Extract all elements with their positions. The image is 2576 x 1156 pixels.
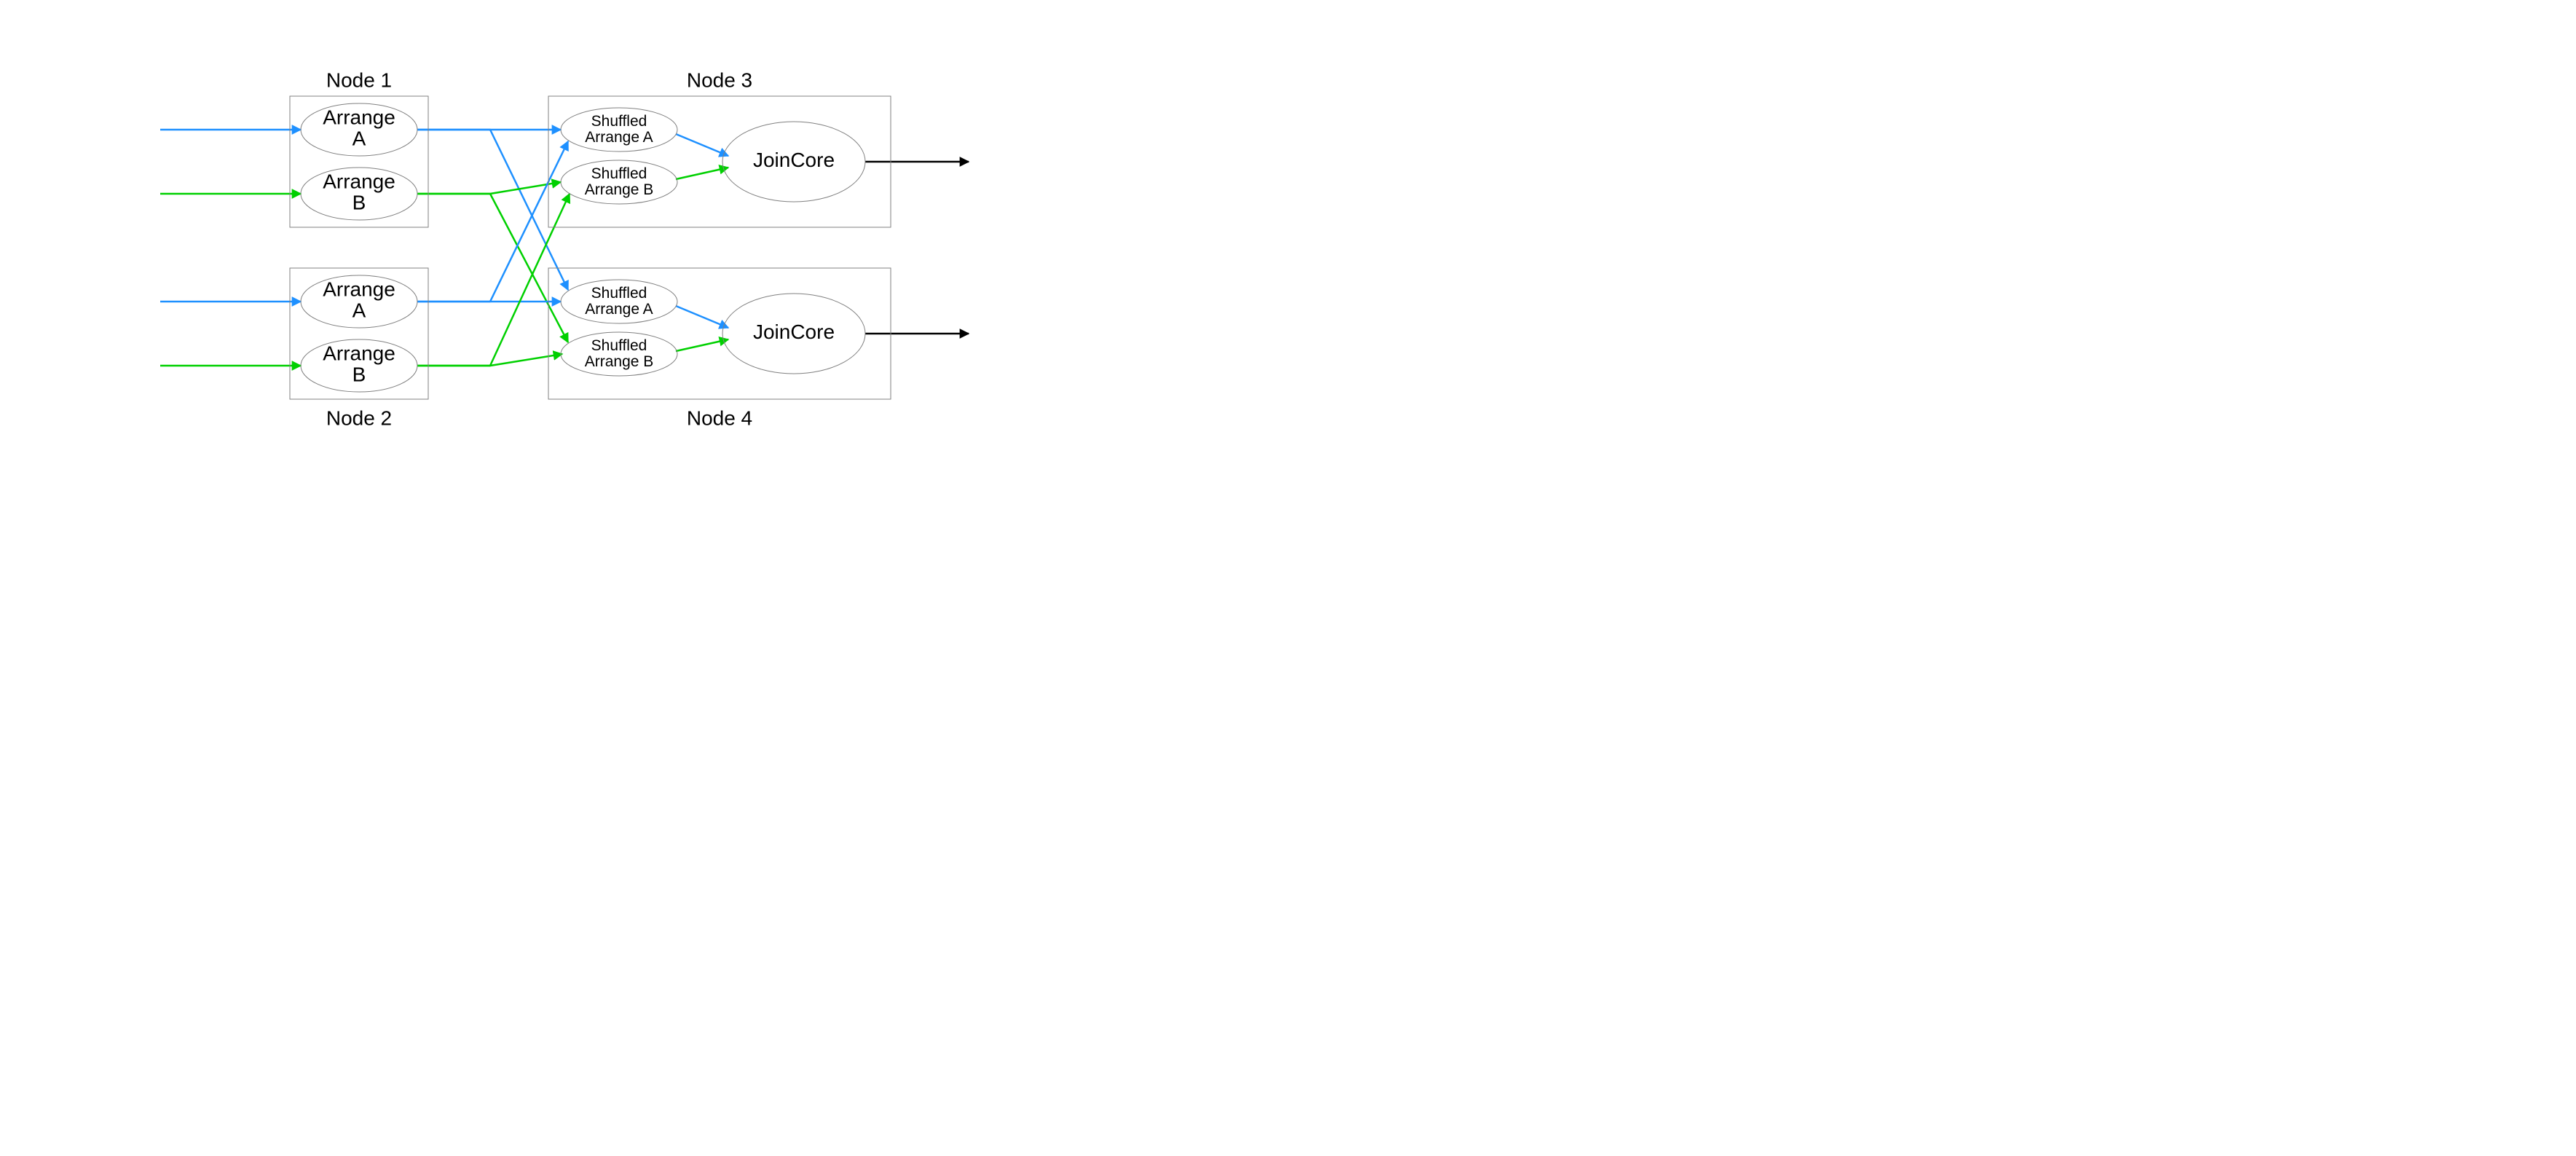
ellipse-label: JoinCore — [753, 321, 835, 343]
ellipse-label: ShuffledArrange A — [585, 113, 653, 146]
ellipse-n3_shB: ShuffledArrange B — [561, 160, 677, 204]
ellipse-label: ArrangeB — [323, 170, 395, 214]
node-title: Node 3 — [687, 68, 752, 91]
arrow — [417, 182, 561, 194]
ellipse-label: ArrangeA — [323, 106, 395, 150]
ellipse-label: ShuffledArrange A — [585, 285, 653, 318]
node-title: Node 1 — [326, 68, 392, 91]
node-title: Node 2 — [326, 406, 392, 429]
ellipse-n3_join: JoinCore — [722, 122, 865, 202]
arrow — [417, 194, 570, 366]
ellipse-n4_join: JoinCore — [722, 294, 865, 374]
ellipse-n2_arrA: ArrangeA — [301, 275, 417, 328]
arrow — [417, 194, 568, 342]
node-title: Node 4 — [687, 406, 752, 429]
ellipse-label: ArrangeA — [323, 278, 395, 322]
arrow — [417, 141, 568, 302]
ellipse-label: ShuffledArrange B — [585, 337, 654, 370]
arrows-layer — [160, 130, 969, 366]
ellipse-n4_shA: ShuffledArrange A — [561, 280, 677, 323]
arrow — [676, 168, 728, 179]
arrow — [417, 130, 568, 290]
ellipse-label: ArrangeB — [323, 342, 395, 386]
dataflow-diagram: Node 1 Node 2 Node 3 Node 4 ArrangeA ArrangeB… — [0, 0, 1119, 573]
ellipse-n4_shB: ShuffledArrange B — [561, 332, 677, 376]
ellipse-n1_arrA: ArrangeA — [301, 103, 417, 156]
ellipse-n1_arrB: ArrangeB — [301, 168, 417, 220]
ellipse-n2_arrB: ArrangeB — [301, 339, 417, 392]
ellipse-n3_shA: ShuffledArrange A — [561, 108, 677, 152]
ellipse-label: ShuffledArrange B — [585, 165, 654, 198]
node-box-node3: Node 3 — [548, 68, 891, 227]
arrow — [676, 339, 728, 351]
arrow — [676, 134, 728, 156]
arrow — [417, 354, 562, 366]
ellipse-label: JoinCore — [753, 149, 835, 171]
arrow — [676, 306, 728, 328]
